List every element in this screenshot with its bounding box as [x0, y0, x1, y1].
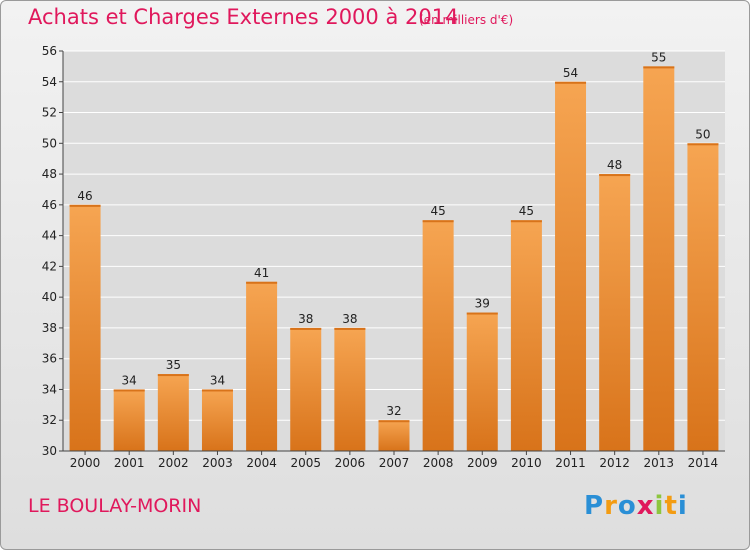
- bars: [69, 66, 719, 452]
- x-tick-label: 2006: [335, 456, 366, 470]
- value-label: 46: [77, 189, 92, 203]
- logo-letter: P: [584, 491, 605, 521]
- x-tick-label: 2014: [688, 456, 719, 470]
- logo-letter: i: [677, 491, 688, 521]
- bar-2006: [334, 327, 366, 451]
- bar-top-edge: [246, 281, 278, 284]
- bar-top-edge: [555, 81, 587, 84]
- x-tick-label: 2004: [246, 456, 277, 470]
- x-tick-label: 2013: [644, 456, 675, 470]
- y-tick-label: 44: [42, 229, 57, 243]
- x-tick-label: 2012: [599, 456, 630, 470]
- bar-2005: [290, 327, 322, 451]
- value-label: 32: [386, 404, 401, 418]
- bar-top-edge: [643, 66, 675, 69]
- value-label: 55: [651, 50, 666, 64]
- value-label: 50: [695, 127, 710, 141]
- bar-2001: [113, 389, 145, 451]
- value-label: 35: [166, 358, 181, 372]
- x-tick-label: 2007: [379, 456, 410, 470]
- value-label: 45: [430, 204, 445, 218]
- bar-2011: [555, 81, 587, 452]
- bar-top-edge: [510, 220, 542, 223]
- x-tick-label: 2003: [202, 456, 233, 470]
- y-axis: 30 32 34 36 38 40 42 44 46 48 50 52 54 56: [42, 44, 64, 458]
- value-label: 38: [298, 312, 313, 326]
- y-tick-label: 36: [42, 352, 57, 366]
- y-tick-label: 48: [42, 167, 57, 181]
- value-label: 54: [563, 66, 578, 80]
- bar-top-edge: [422, 220, 454, 223]
- y-tick-label: 42: [42, 259, 57, 273]
- x-tick-label: 2010: [511, 456, 542, 470]
- proxiti-logo: Proxiti: [584, 491, 688, 521]
- x-tick-label: 2002: [158, 456, 189, 470]
- location-name: LE BOULAY-MORIN: [28, 495, 202, 517]
- y-tick-label: 50: [42, 136, 57, 150]
- value-label: 48: [607, 158, 622, 172]
- bar-2007: [378, 420, 410, 451]
- chart-subtitle: (en milliers d'€): [419, 13, 514, 27]
- value-label: 39: [475, 297, 490, 311]
- y-tick-label: 34: [42, 382, 57, 396]
- x-tick-label: 2011: [555, 456, 586, 470]
- x-tick-label: 2000: [70, 456, 101, 470]
- value-label: 38: [342, 312, 357, 326]
- logo-letter: i: [654, 491, 665, 521]
- bar-2014: [687, 143, 719, 452]
- bar-top-edge: [599, 174, 631, 177]
- y-tick-label: 46: [42, 198, 57, 212]
- bar-2009: [466, 312, 498, 451]
- value-label: 34: [122, 373, 137, 387]
- logo-letter: x: [636, 491, 655, 521]
- value-label: 41: [254, 266, 269, 280]
- bar-2010: [510, 220, 542, 451]
- chart-title: Achats et Charges Externes 2000 à 2014: [28, 5, 459, 29]
- bar-2008: [422, 220, 454, 451]
- y-tick-label: 30: [42, 444, 57, 458]
- bar-top-edge: [466, 312, 498, 315]
- y-tick-label: 40: [42, 290, 57, 304]
- logo-letter: r: [604, 491, 618, 521]
- bar-top-edge: [687, 143, 719, 146]
- bar-2004: [246, 281, 278, 451]
- y-tick-label: 38: [42, 321, 57, 335]
- x-tick-label: 2008: [423, 456, 454, 470]
- bar-top-edge: [113, 389, 145, 392]
- bar-2002: [157, 374, 189, 451]
- y-tick-label: 56: [42, 44, 57, 58]
- bar-top-edge: [157, 374, 189, 377]
- bar-2012: [599, 174, 631, 452]
- bar-top-edge: [290, 327, 322, 330]
- bar-top-edge: [334, 327, 366, 330]
- y-tick-label: 52: [42, 106, 57, 120]
- x-axis: 2000 2001 2002 2003 2004 2005 2006 2007 2008 2009…: [63, 450, 725, 470]
- bar-2000: [69, 204, 101, 451]
- logo-letter: t: [664, 491, 678, 521]
- y-tick-label: 54: [42, 75, 57, 89]
- bar-top-edge: [378, 420, 410, 423]
- value-label: 34: [210, 373, 225, 387]
- y-tick-label: 32: [42, 413, 57, 427]
- bar-2013: [643, 66, 675, 451]
- value-label: 45: [519, 204, 534, 218]
- bar-top-edge: [69, 204, 101, 207]
- logo-letter: o: [617, 491, 637, 521]
- x-tick-label: 2009: [467, 456, 498, 470]
- x-tick-label: 2001: [114, 456, 145, 470]
- x-tick-label: 2005: [290, 456, 321, 470]
- value-labels: 46 34 35 34 41 38 38 32 45 39 45 54 48 55 50: [77, 50, 710, 418]
- bar-2003: [201, 389, 233, 451]
- bar-top-edge: [201, 389, 233, 392]
